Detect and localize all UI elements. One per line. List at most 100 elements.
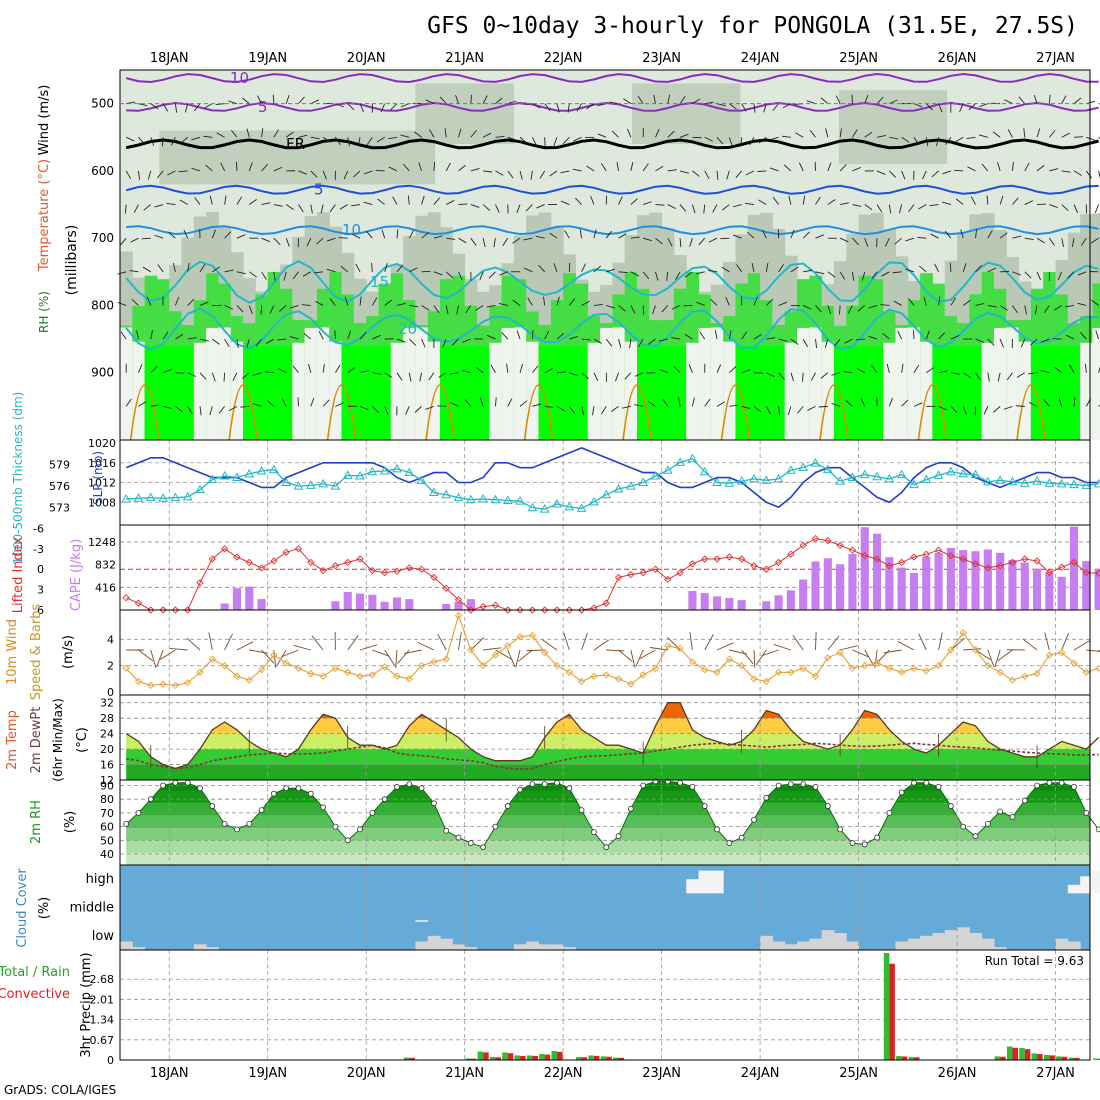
rh2m-units-label: (%): [63, 811, 78, 834]
precip-convective-bar: [606, 1056, 612, 1060]
precip-total-bar: [465, 1058, 471, 1060]
wind10m-point: [159, 680, 167, 688]
rh-dry-cell: [686, 342, 700, 440]
wind-barb: [930, 233, 939, 239]
wind-barb: [512, 299, 521, 306]
li-point: [762, 565, 770, 573]
rh2m-point: [886, 810, 893, 816]
wind-barb: [868, 305, 878, 309]
precip-total-bar: [576, 1056, 582, 1060]
wind-barb: [1036, 237, 1045, 244]
rh2m-band: [126, 815, 1090, 828]
wind-barb: [959, 103, 964, 113]
wind-barb: [162, 137, 164, 147]
wind-barb: [442, 338, 447, 348]
li-point: [713, 555, 721, 563]
thickness-point: [810, 458, 821, 467]
cape_li-frame: [119, 524, 1091, 611]
wind-barb: [353, 170, 361, 178]
rh2m-point: [849, 840, 856, 846]
wind-barb: [1061, 204, 1069, 212]
wind-barb: [516, 204, 521, 214]
wind-barb: [987, 338, 995, 346]
rh2m-point: [258, 807, 265, 814]
thickness-point: [995, 475, 1006, 484]
precip-total-bar: [551, 1050, 557, 1060]
wind-barb: [876, 204, 883, 213]
cloud-cell-low: [452, 944, 466, 950]
wind-barb: [433, 197, 441, 205]
li-point: [1008, 558, 1017, 567]
wind-barb: [815, 234, 825, 239]
upper_air-ytick: 800: [91, 298, 114, 312]
wind-barb: [678, 397, 681, 407]
wind-barb: [618, 271, 628, 274]
wind-barb: [231, 129, 238, 138]
precip-convective-bar: [556, 1051, 563, 1060]
wind-barb: [576, 103, 582, 112]
rh2m-point: [529, 781, 536, 788]
precip-convective-bar: [495, 1057, 501, 1060]
wind-barb: [772, 103, 779, 111]
wind-barb: [1012, 235, 1022, 239]
temp2m-ytick: 20: [100, 743, 114, 756]
wind-barb: [298, 170, 308, 175]
wind-barb: [876, 134, 886, 138]
wind10m-point: [208, 655, 216, 663]
precip-total-bar: [1093, 1058, 1099, 1060]
wind-barb: [396, 372, 403, 381]
upper_air-ytick: 900: [91, 366, 114, 380]
rh-dry-cell: [600, 327, 613, 440]
wind-barb: [575, 197, 582, 205]
wind-barb: [266, 400, 275, 407]
wind-barb: [753, 103, 756, 113]
temperature-contour-label: 5: [314, 181, 324, 199]
wind-barb: [629, 339, 632, 349]
rh2m-ytick: 70: [100, 807, 114, 820]
wind-barb: [187, 372, 197, 377]
wind-barb: [150, 330, 153, 340]
wind10m-point: [381, 663, 389, 671]
thickness-point: [835, 476, 845, 485]
cape-bar: [700, 593, 709, 610]
wind10m-point: [651, 664, 660, 672]
wind10m-barb: [156, 649, 164, 667]
rh-dry-cell: [907, 327, 921, 440]
cloud-cell-high: [710, 870, 724, 894]
surface-temp-contour: [622, 384, 652, 441]
wind-barb: [983, 406, 989, 415]
wind-barb: [187, 298, 195, 306]
rh-dry-cell: [698, 327, 712, 440]
wind10m-point: [368, 671, 376, 679]
rh-bright-cell: [858, 345, 872, 440]
wind-barb: [1069, 364, 1075, 373]
wind-barb: [642, 271, 650, 280]
wind-barb: [815, 196, 821, 205]
wind-barb: [482, 204, 491, 211]
wind10m-barb: [938, 632, 943, 651]
wind10m-barb: [852, 649, 870, 658]
wind-barb: [138, 136, 145, 145]
wind-barb: [248, 199, 257, 205]
wind-barb: [960, 229, 964, 239]
cape-bar: [1045, 572, 1054, 610]
wind-barb: [726, 170, 730, 180]
wind-barb: [695, 271, 705, 275]
thickness-point: [404, 467, 415, 476]
rh2m-point: [997, 808, 1004, 815]
wind-barb: [560, 170, 570, 174]
wind-barb: [444, 128, 447, 138]
rh-dry-cell: [895, 327, 909, 440]
cape-bar: [836, 564, 845, 610]
thickness-point: [675, 457, 685, 466]
wind-barb: [261, 237, 271, 243]
li-point: [1094, 569, 1100, 577]
li-ytick: 6: [37, 604, 44, 617]
wind10m-point: [504, 642, 512, 650]
cape-bar: [786, 590, 795, 610]
wind10m-point: [134, 677, 143, 686]
wind-barb: [802, 305, 812, 310]
rh2m-point: [517, 786, 523, 793]
wind-barb: [627, 128, 632, 138]
wind-barb: [885, 237, 890, 247]
